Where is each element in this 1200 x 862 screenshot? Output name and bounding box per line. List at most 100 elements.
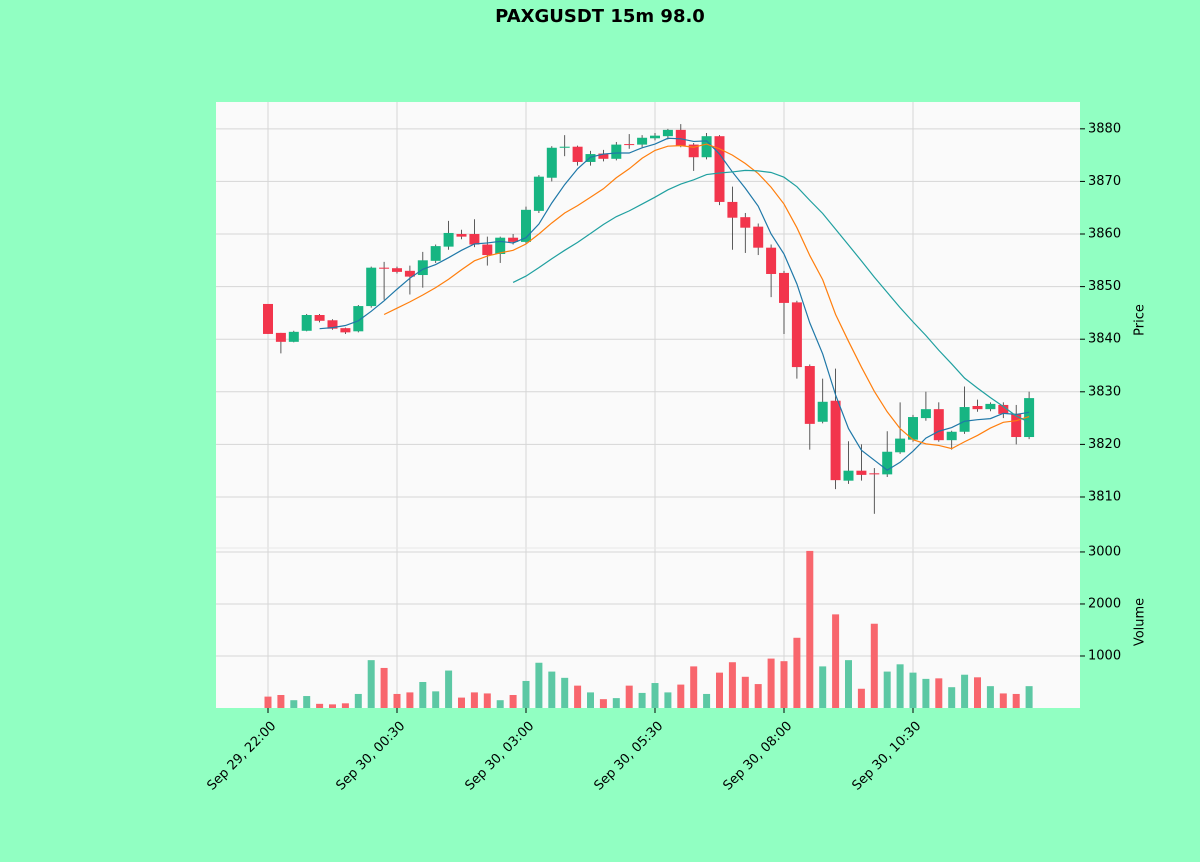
moving-average-line [512,169,1030,423]
y2-tick-label: 3000 [1088,544,1121,559]
volume-bar [690,666,698,708]
volume-bar [406,692,414,708]
volume-bar [445,670,453,708]
candle-body [263,303,273,334]
volume-bar [419,681,427,708]
candle-body [856,470,867,475]
volume-bar [522,680,530,708]
candle-body [998,404,1009,414]
y-axis-label: Price [1133,304,1148,336]
candle-body [650,135,660,139]
candle-body [559,146,570,148]
candle-body [417,260,428,276]
candle-body [301,315,312,331]
volume-bar [329,704,336,708]
volume-bar [587,692,594,708]
volume-bar [999,693,1007,708]
y-tick-label: 3810 [1088,489,1121,504]
volume-bar [896,664,904,708]
candle-body [908,417,918,440]
volume-bar [380,667,388,708]
volume-bar [961,674,969,708]
candle-body [830,400,841,481]
candle-body [1024,398,1035,438]
moving-average-line [319,137,1030,471]
candle-body [443,232,454,247]
candle-body [869,473,880,475]
candle-body [637,137,648,145]
volume-bar [574,685,582,708]
x-tick-label: Sep 30, 00:30 [333,719,408,794]
volume-bar [535,662,543,708]
candle-body [624,144,635,146]
volume-bar [948,687,956,708]
volume-bar [496,700,504,708]
volume-bar [303,696,311,708]
volume-bar [677,684,685,708]
candle-body [804,366,815,424]
candle-body [727,201,738,218]
candle-body [482,244,493,256]
candle-body [353,306,364,332]
candle-body [379,267,390,269]
volume-bar [716,672,723,708]
volume-bar [341,703,349,708]
candle-body [1011,413,1022,438]
volume-bar [909,672,917,708]
volume-bar [845,660,852,708]
y2-tick-label: 2000 [1088,596,1121,611]
candle-body [288,331,299,342]
candle-body [521,209,531,242]
candle-body [662,129,673,137]
candle-body [366,267,377,307]
candle-body [572,146,583,162]
volume-bar [741,676,749,708]
candle-body [340,328,351,333]
y-tick-label: 3860 [1088,227,1121,242]
volume-bar [316,703,324,708]
candle-body [946,431,957,441]
candle-body [469,234,480,245]
y-tick-label: 3830 [1088,384,1121,399]
volume-bar [1025,686,1033,708]
candle-body [779,272,789,303]
volume-bar [703,693,711,708]
candle-body [895,438,906,453]
volume-bar [974,677,981,708]
x-tick-label: Sep 30, 05:30 [591,719,666,794]
volume-bar [638,692,646,708]
volume-bar [793,637,801,708]
volume-bar [664,692,672,708]
candle-body [495,237,506,254]
volume-bar [290,700,298,708]
y2-tick-label: 1000 [1088,648,1121,663]
volume-bar [806,550,814,708]
plot-area [216,102,1080,708]
candle-body [843,470,854,481]
volume-bar [561,677,569,708]
candle-body [766,247,777,274]
candle-body [314,315,325,321]
y-tick-label: 3880 [1088,121,1121,136]
volume-bar [1012,693,1020,708]
volume-bar [277,694,285,708]
candle-body [430,246,441,261]
x-tick-label: Sep 30, 03:00 [462,719,537,794]
moving-average-line [383,143,1030,450]
volume-bar [509,694,517,708]
volume-bar [922,678,930,708]
volume-bar [935,678,943,708]
volume-bar [870,623,878,708]
volume-bar [393,693,401,708]
volume-bar [599,699,607,708]
volume-bar [354,693,362,708]
volume-bar [728,662,736,708]
volume-bar [264,696,272,708]
candle-body [688,144,699,158]
candle-body [327,320,338,329]
chart-title: PAXGUSDT 15m 98.0 [495,6,705,27]
candle-body [714,136,725,202]
candle-body [598,153,609,159]
candle-body [740,217,751,228]
